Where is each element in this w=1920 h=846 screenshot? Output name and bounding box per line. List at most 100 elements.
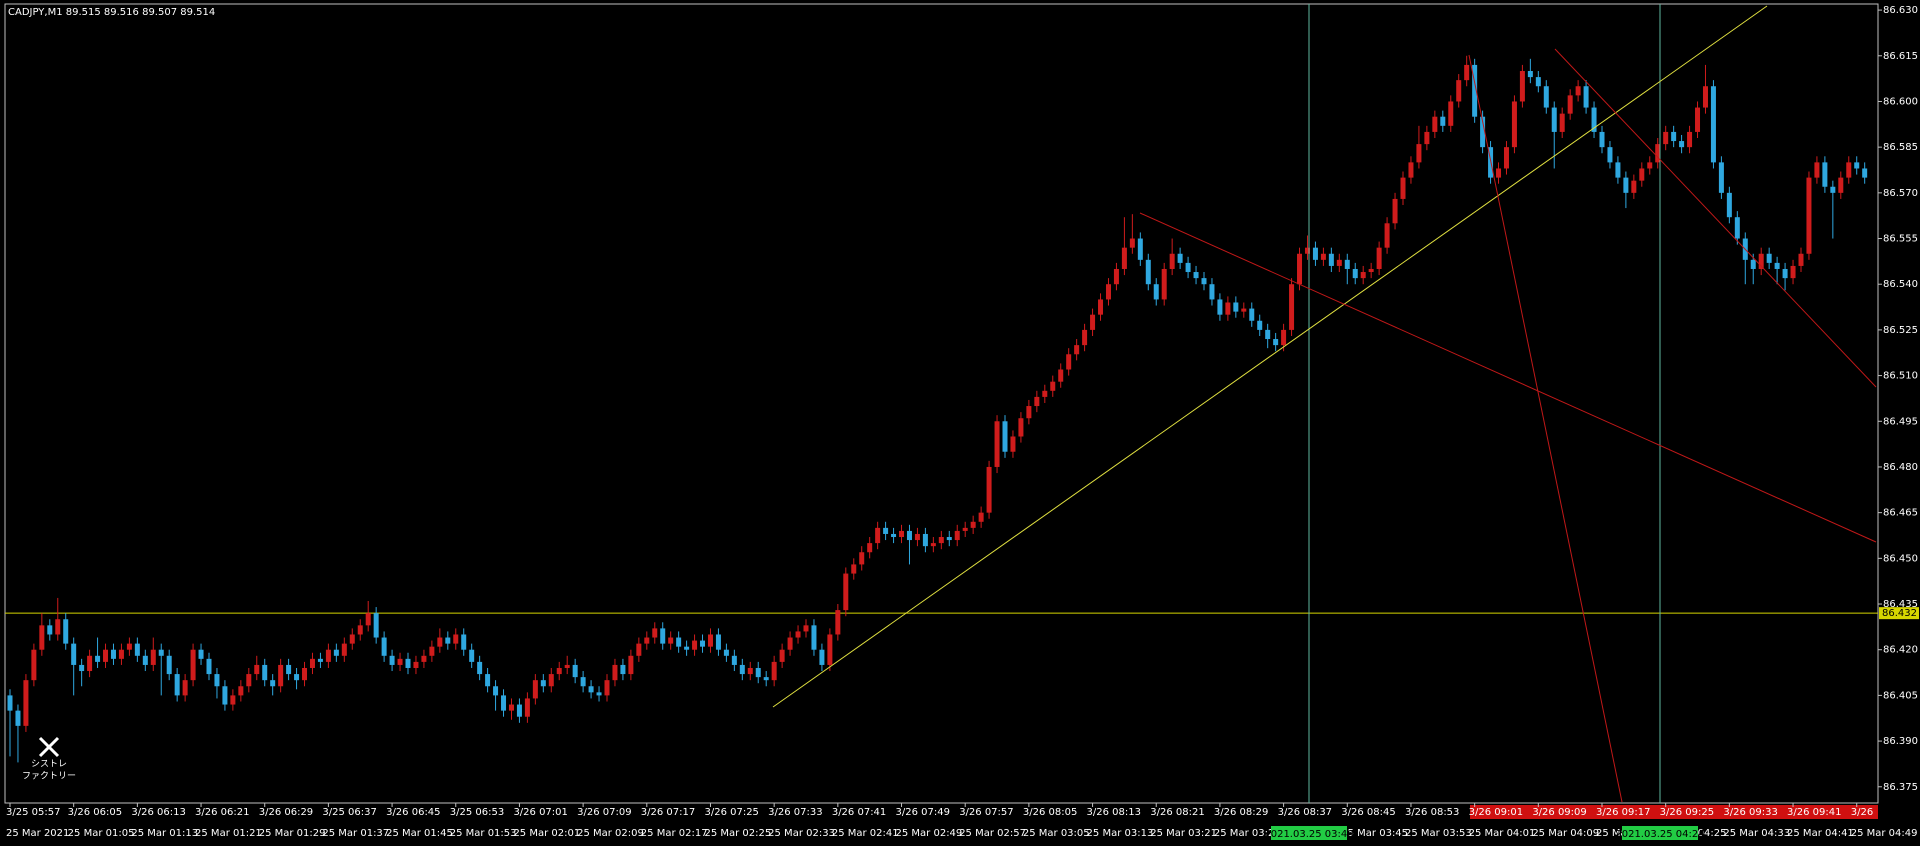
x-tick-label: 3/26 [1851, 807, 1873, 818]
candle-body [357, 625, 363, 635]
y-tick-label: 86.480 [1883, 462, 1918, 473]
x-date-label: 25 Mar 02:57 [959, 828, 1026, 839]
x-tick-label: 3/25 06:37 [322, 807, 376, 818]
candle-body [922, 533, 928, 547]
candle-body [429, 646, 435, 656]
candle-body [1734, 217, 1740, 239]
candle-body [548, 674, 554, 687]
candle-body [1702, 86, 1708, 108]
x-date-label: 25 Mar 2021 [6, 828, 69, 839]
candle-body [222, 686, 228, 705]
candle-body [1503, 147, 1509, 169]
cursor-label: 2021.03.25 03:40 [1264, 829, 1353, 840]
candle-body [986, 466, 992, 513]
candle-body [126, 643, 132, 650]
candle-body [763, 677, 769, 681]
candle-body [779, 649, 785, 662]
candle-body [516, 704, 522, 717]
logo-icon [38, 736, 60, 758]
candle-body [628, 655, 634, 675]
candle-body [1750, 259, 1756, 269]
candle-body [1058, 369, 1064, 382]
candle-body [1082, 329, 1088, 346]
candle-body [71, 643, 77, 665]
trend-line [772, 5, 1768, 708]
x-tick-label: 3/26 08:53 [1405, 807, 1459, 818]
candle-body [55, 619, 61, 635]
candle-body [532, 680, 538, 699]
candle-body [1830, 186, 1836, 193]
candle-body [453, 634, 459, 644]
x-tick-label: 3/26 09:17 [1596, 807, 1650, 818]
x-date-label: 25 Mar 02:41 [832, 828, 899, 839]
candle-body [1687, 131, 1693, 148]
x-date-label: 25 Mar 04:33 [1723, 828, 1790, 839]
candle-body [1265, 329, 1271, 340]
candle-body [1862, 168, 1868, 178]
x-tick-label: 3/26 06:29 [259, 807, 313, 818]
candle-body [1424, 131, 1430, 145]
candle-body [1233, 302, 1239, 312]
candle-body [1042, 390, 1048, 397]
candle-body [1567, 95, 1573, 114]
candle-body [1050, 381, 1056, 391]
x-date-label: 25 Mar 02:17 [641, 828, 708, 839]
candle-body [994, 421, 1000, 467]
candle-body [962, 527, 968, 531]
candle-body [1121, 247, 1127, 269]
x-date-label: 25 Mar 02:09 [577, 828, 644, 839]
x-tick-label: 3/26 08:29 [1214, 807, 1268, 818]
candle-body [1790, 265, 1796, 279]
candle-body [1623, 177, 1629, 193]
candle-body [859, 552, 865, 565]
x-tick-label: 3/26 07:33 [768, 807, 822, 818]
candle-body [1105, 284, 1111, 300]
y-tick-label: 86.405 [1883, 690, 1918, 701]
x-date-label: 25 Mar 02:49 [896, 828, 963, 839]
candle-body [843, 573, 849, 611]
candle-body [110, 649, 116, 659]
candle-body [1304, 247, 1310, 254]
candle-body [365, 613, 371, 626]
candle-body [333, 649, 339, 656]
candle-body [413, 661, 419, 668]
candle-body [1854, 162, 1860, 169]
candle-body [1201, 278, 1207, 285]
candle-body [477, 661, 483, 675]
candle-body [1217, 299, 1223, 315]
candle-body [485, 674, 491, 687]
x-tick-label: 3/26 07:25 [704, 807, 758, 818]
candle-body [556, 667, 562, 675]
candle-body [954, 530, 960, 541]
candle-body [1336, 259, 1342, 266]
candle-body [588, 686, 594, 693]
x-tick-label: 3/25 05:57 [6, 807, 60, 818]
candle-body [540, 680, 546, 687]
candle-body [1360, 272, 1366, 279]
cursor-label-box [1271, 826, 1347, 840]
candle-body [1026, 406, 1032, 419]
x-date-label: 25 Mar 01:29 [259, 828, 326, 839]
trend-line [1468, 54, 1623, 803]
candle-body [1655, 144, 1661, 163]
candle-body [421, 655, 427, 662]
x-tick-label: 3/26 08:13 [1087, 807, 1141, 818]
candle-body [1376, 247, 1382, 269]
candle-body [1281, 329, 1287, 346]
y-tick-label: 86.435 [1883, 599, 1918, 610]
candle-body [118, 649, 124, 659]
candle-body [1344, 259, 1350, 269]
candle-body [1583, 86, 1589, 108]
candle-body [134, 643, 140, 656]
candle-body [596, 692, 602, 696]
candle-body [612, 664, 618, 681]
x-tick-label: 3/26 08:21 [1150, 807, 1204, 818]
x-date-label: 25 Mar 04:01 [1469, 828, 1536, 839]
candle-body [389, 655, 395, 665]
x-tick-label: 3/25 06:53 [450, 807, 504, 818]
candle-body [1766, 253, 1772, 263]
candle-body [238, 686, 244, 696]
candle-body [206, 658, 212, 675]
candle-body [1535, 77, 1541, 87]
candle-body [405, 658, 411, 668]
